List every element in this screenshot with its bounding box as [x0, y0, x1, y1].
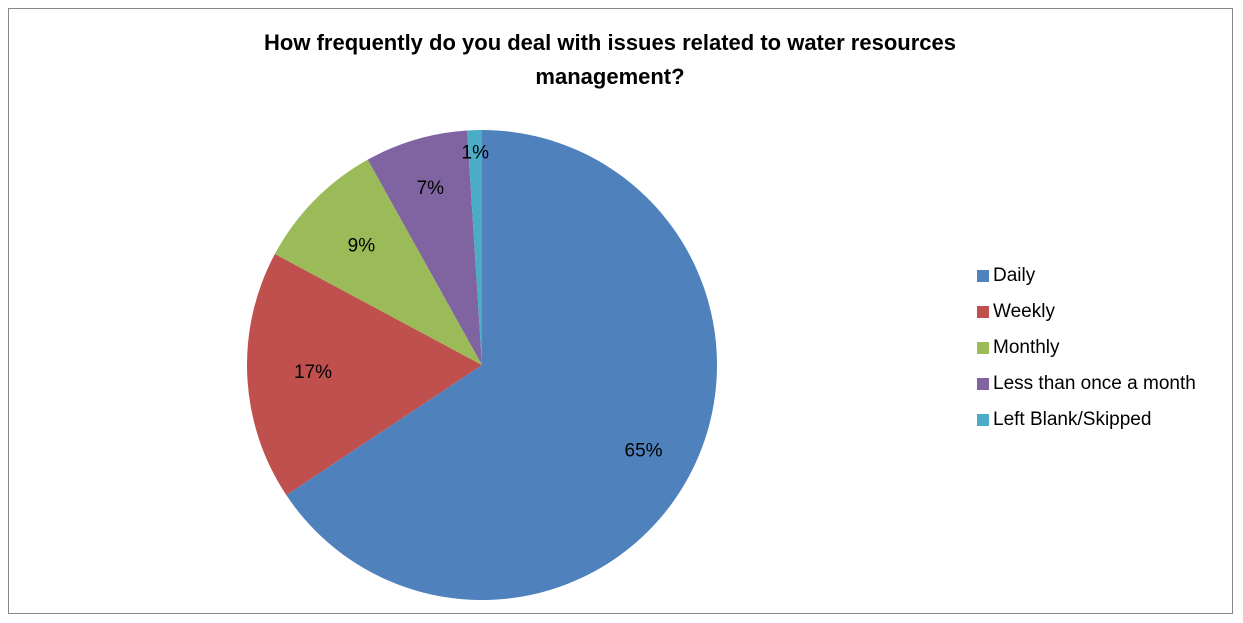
pie-slice-daily — [286, 130, 717, 600]
pie-slice-left-blank — [467, 130, 482, 365]
legend-item-daily: Daily — [977, 258, 1196, 294]
legend-swatch-less-than-monthly — [977, 378, 989, 390]
chart-title-line-2: management? — [535, 64, 685, 89]
pie-slice-monthly — [274, 159, 482, 365]
legend-item-monthly: Monthly — [977, 330, 1196, 366]
legend-item-left-blank: Left Blank/Skipped — [977, 402, 1196, 438]
pie-slices — [246, 130, 717, 600]
legend-swatch-left-blank — [977, 414, 989, 426]
legend-label-daily: Daily — [993, 265, 1036, 286]
legend-swatch-monthly — [977, 342, 989, 354]
data-label-less-than-monthly: 7% — [417, 178, 445, 199]
legend-label-weekly: Weekly — [993, 301, 1055, 322]
chart-title: How frequently do you deal with issues r… — [180, 26, 1040, 94]
legend-label-less-than-monthly: Less than once a month — [993, 373, 1196, 394]
legend-swatch-weekly — [977, 306, 989, 318]
chart-title-line-1: How frequently do you deal with issues r… — [264, 30, 956, 55]
legend-item-weekly: Weekly — [977, 294, 1196, 330]
legend-label-left-blank: Left Blank/Skipped — [993, 409, 1152, 430]
legend-swatch-daily — [977, 270, 989, 282]
legend-item-less-than-monthly: Less than once a month — [977, 366, 1196, 402]
data-label-left-blank: 1% — [462, 143, 490, 164]
pie-slice-less-than-monthly — [367, 130, 482, 365]
data-label-weekly: 17% — [294, 362, 332, 383]
legend-label-monthly: Monthly — [993, 337, 1060, 358]
pie-slice-weekly — [246, 254, 482, 496]
legend: Daily Weekly Monthly Less than once a mo… — [977, 258, 1196, 438]
data-label-monthly: 9% — [348, 235, 376, 256]
data-label-daily: 65% — [625, 441, 663, 462]
pie-data-labels: 65% 17% 9% 7% 1% — [294, 143, 663, 462]
